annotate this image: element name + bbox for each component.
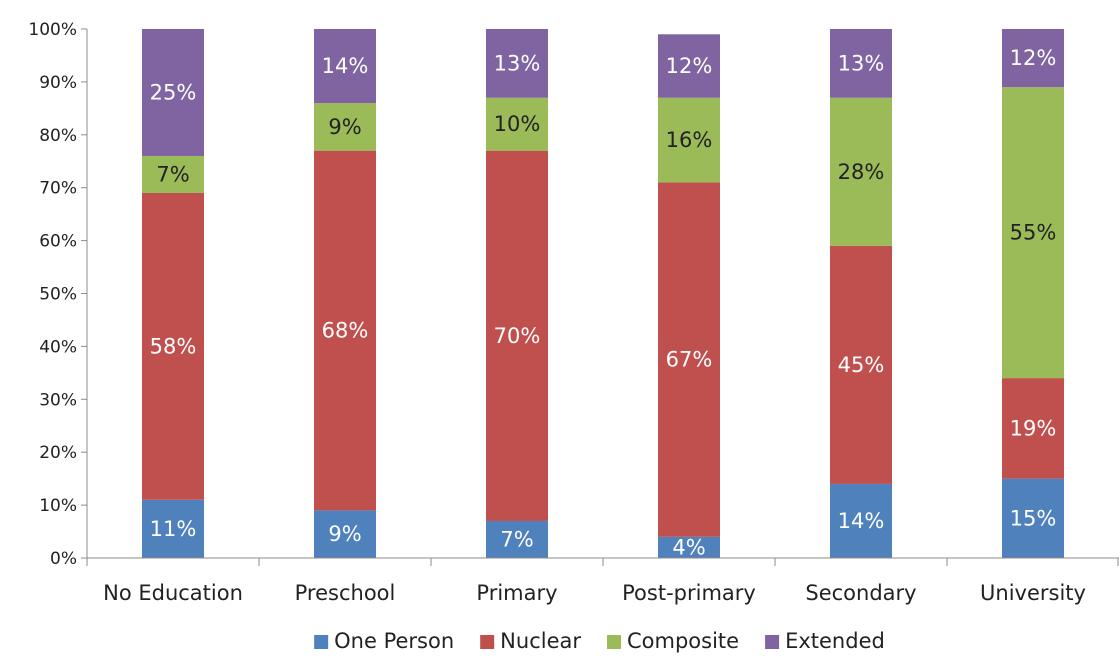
bar-stack-no-education: 11% 58% 7% 25% [142, 29, 204, 558]
bar-one-person [486, 520, 548, 558]
y-axis: 0% 10% 20% 30% 40% 50% 60% 70% 80% 90% 100% [28, 20, 88, 569]
data-label: 7% [156, 162, 189, 186]
legend-swatch [480, 635, 495, 649]
bar-stack-secondary: 14% 45% 28% 13% [830, 29, 892, 558]
y-tick-label: 100% [28, 20, 77, 40]
data-label: 45% [838, 353, 885, 377]
x-tick-label: Secondary [805, 581, 916, 605]
y-tick-label: 0% [50, 549, 77, 569]
bar-composite [314, 103, 376, 151]
legend-swatch [607, 635, 622, 649]
data-label: 4% [672, 535, 705, 559]
legend-swatch [765, 635, 780, 649]
data-label: 10% [494, 112, 541, 136]
data-label: 55% [1010, 221, 1057, 245]
bar-one-person [142, 499, 204, 558]
data-label: 67% [666, 348, 713, 372]
data-label: 12% [1010, 46, 1057, 70]
bar-nuclear [486, 150, 548, 521]
legend: One Person Nuclear Composite Extended [314, 629, 885, 653]
bar-extended [486, 29, 548, 98]
x-tick-label: No Education [103, 581, 243, 605]
legend-label: Extended [785, 629, 885, 653]
data-label: 25% [150, 80, 197, 104]
bar-composite [1002, 87, 1064, 379]
y-tick-label: 50% [39, 285, 77, 305]
bar-extended [142, 29, 204, 156]
bar-one-person [314, 510, 376, 558]
bar-one-person [830, 483, 892, 558]
bar-stack-primary: 7% 70% 10% 13% [486, 29, 548, 558]
y-tick-label: 20% [39, 443, 77, 463]
y-tick-label: 60% [39, 232, 77, 252]
data-label: 14% [322, 54, 369, 78]
data-label: 15% [1010, 506, 1057, 530]
bar-stack-university: 15% 19% 55% 12% [1002, 29, 1064, 558]
bar-nuclear [1002, 378, 1064, 479]
bar-stack-preschool: 9% 68% 9% 14% [314, 29, 376, 558]
bar-stack-post-primary: 4% 67% 16% 12% [658, 34, 720, 559]
bar-nuclear [314, 150, 376, 511]
data-label: 11% [150, 517, 197, 541]
bar-extended [658, 34, 720, 98]
x-tick-label: University [980, 581, 1086, 605]
legend-label: One Person [334, 629, 454, 653]
bar-one-person [1002, 478, 1064, 558]
data-label: 9% [328, 522, 361, 546]
legend-item-composite: Composite [607, 629, 739, 653]
legend-item-nuclear: Nuclear [480, 629, 581, 653]
x-axis: No Education Preschool Primary Post-primary… [86, 557, 1119, 605]
legend-swatch [314, 635, 329, 649]
legend-item-extended: Extended [765, 629, 885, 653]
bar-extended [314, 29, 376, 104]
y-tick-label: 10% [39, 496, 77, 516]
legend-label: Composite [627, 629, 739, 653]
data-label: 13% [838, 51, 885, 75]
bar-one-person [658, 536, 720, 558]
bar-nuclear [830, 245, 892, 484]
x-tick-label: Post-primary [622, 581, 756, 605]
data-label: 58% [150, 334, 197, 358]
bar-extended [830, 29, 892, 98]
data-label: 7% [500, 527, 533, 551]
data-label: 14% [838, 509, 885, 533]
bar-nuclear [142, 192, 204, 500]
bar-composite [658, 97, 720, 183]
y-tick-label: 90% [39, 73, 77, 93]
bar-composite [830, 97, 892, 246]
bar-extended [1002, 29, 1064, 88]
data-label: 68% [322, 319, 369, 343]
data-label: 28% [838, 160, 885, 184]
y-tick-label: 70% [39, 179, 77, 199]
bar-composite [486, 97, 548, 151]
y-tick-label: 40% [39, 337, 77, 357]
data-label: 16% [666, 128, 713, 152]
bars: 11% 58% 7% 25% 9% 68% 9% 14% 7% 70% 10% 13% 4% 67% 16%… [142, 29, 1064, 559]
data-label: 13% [494, 51, 541, 75]
bar-composite [142, 155, 204, 193]
data-label: 9% [328, 115, 361, 139]
x-tick-label: Preschool [295, 581, 396, 605]
y-tick-label: 80% [39, 126, 77, 146]
legend-label: Nuclear [500, 629, 581, 653]
bar-nuclear [658, 182, 720, 537]
legend-item-one-person: One Person [314, 629, 454, 653]
y-tick-label: 30% [39, 390, 77, 410]
data-label: 19% [1010, 416, 1057, 440]
data-label: 70% [494, 324, 541, 348]
data-label: 12% [666, 54, 713, 78]
x-tick-label: Primary [476, 581, 557, 605]
